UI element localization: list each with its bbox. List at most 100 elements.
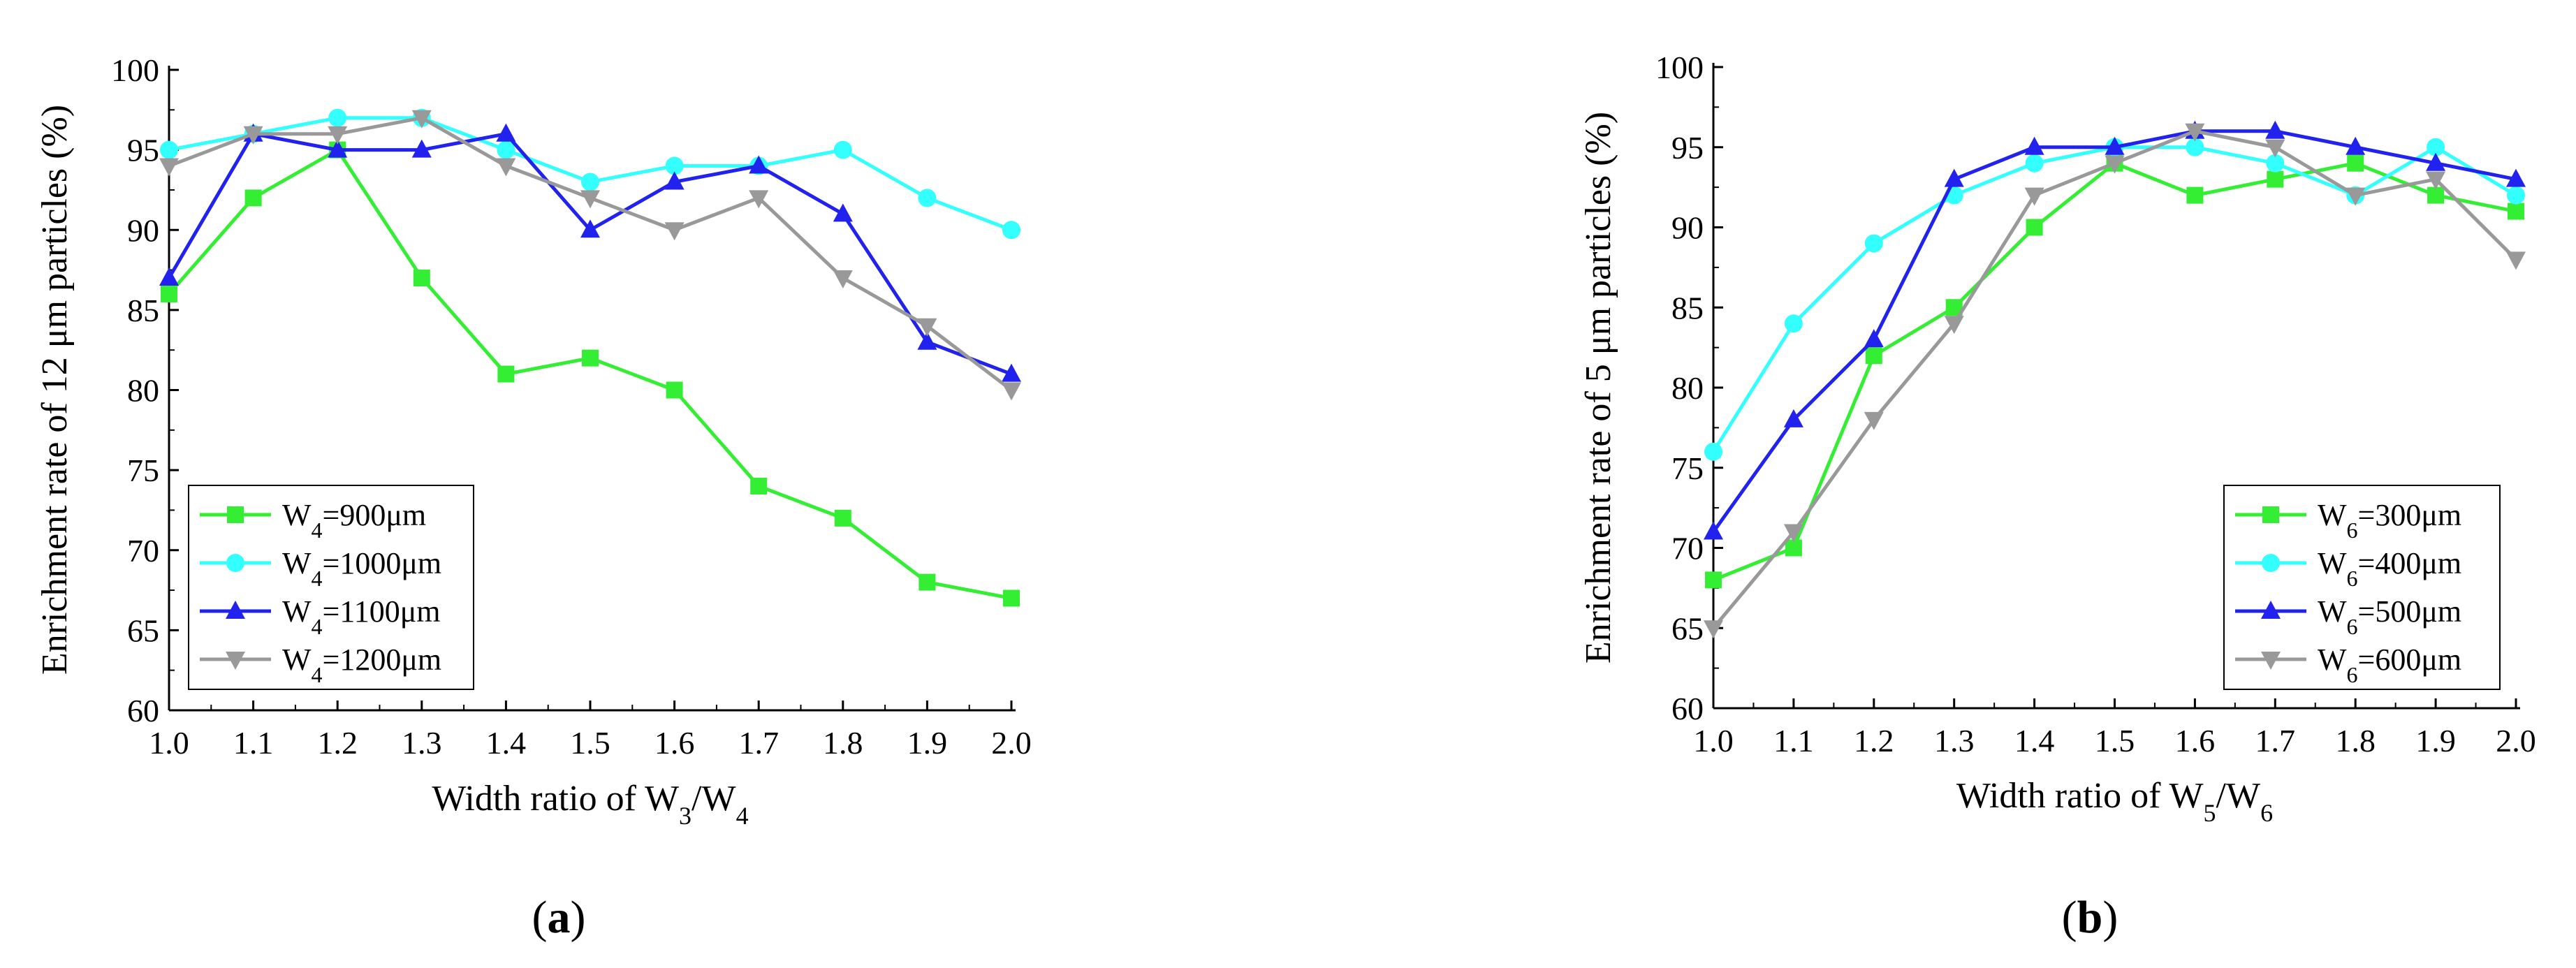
y-tick-label: 100 — [111, 52, 159, 88]
y-tick-label: 60 — [1671, 691, 1704, 726]
x-tick-label: 1.8 — [823, 725, 863, 761]
y-axis-title: Enrichment rate of 5 μm particles (%) — [1579, 112, 1618, 663]
data-point — [2105, 136, 2125, 155]
data-point — [159, 158, 179, 177]
data-point — [2024, 136, 2044, 155]
data-point — [749, 190, 769, 209]
data-point — [1865, 347, 1882, 365]
y-tick-label: 95 — [1671, 130, 1704, 166]
data-point — [2185, 123, 2205, 142]
data-point — [581, 173, 599, 191]
data-point — [834, 509, 851, 527]
data-point — [2266, 154, 2285, 173]
legend-label: W6=500μm — [2318, 594, 2461, 639]
legend-marker — [2261, 601, 2281, 619]
y-tick-label: 85 — [127, 293, 159, 328]
legend-marker — [2261, 652, 2281, 670]
data-point — [496, 158, 516, 177]
legend-marker — [226, 601, 245, 619]
legend-marker — [2262, 506, 2279, 523]
data-point — [1783, 409, 1803, 427]
data-point — [2025, 154, 2044, 173]
panel-label: (b) — [2062, 892, 2118, 943]
data-point — [1704, 442, 1722, 461]
data-point — [580, 190, 600, 209]
data-point — [1944, 316, 1964, 335]
series-3 — [1704, 123, 2526, 639]
data-point — [2265, 139, 2285, 158]
y-axis-title: Enrichment rate of 12 μm particles (%) — [35, 105, 75, 675]
legend-label: W4=1000μm — [282, 546, 441, 591]
data-point — [413, 270, 430, 287]
data-point — [750, 478, 768, 495]
data-point — [917, 331, 937, 350]
data-point — [2427, 138, 2445, 156]
y-tick-label: 70 — [1671, 531, 1704, 566]
data-point — [919, 573, 936, 591]
data-point — [411, 110, 432, 129]
legend-marker — [227, 506, 244, 523]
data-point — [1784, 314, 1803, 333]
data-point — [2507, 186, 2525, 205]
data-point — [1003, 589, 1020, 607]
y-tick-label: 100 — [1655, 50, 1704, 85]
data-point — [244, 189, 262, 207]
data-point — [328, 126, 348, 145]
data-point — [161, 285, 177, 302]
data-point — [328, 139, 348, 158]
y-tick-label: 70 — [127, 533, 159, 569]
x-tick-label: 1.0 — [1693, 723, 1734, 758]
chart-panel-a: 1.0 1.1 1.2 1.3 1.4 1.5 1.6 1.7 1.8 1.9 2.0 60 65 70 7… — [35, 52, 1032, 943]
data-point — [2346, 187, 2366, 206]
data-point — [2346, 136, 2366, 155]
data-point — [2024, 187, 2044, 206]
x-tick-label: 1.8 — [2335, 723, 2376, 758]
data-point — [582, 349, 599, 367]
x-tick-label: 1.4 — [486, 725, 527, 761]
data-point — [833, 203, 853, 222]
x-tick-label: 1.5 — [570, 725, 610, 761]
data-point — [1783, 524, 1803, 543]
data-point — [2506, 251, 2526, 270]
data-point — [918, 189, 937, 207]
data-point — [1704, 521, 1723, 540]
data-point — [1002, 363, 1021, 382]
x-tick-label: 1.3 — [1934, 723, 1975, 758]
data-point — [497, 140, 515, 159]
data-point — [664, 171, 685, 190]
data-point — [833, 140, 852, 159]
chart-panel-b: 1.0 1.1 1.2 1.3 1.4 1.5 1.6 1.7 1.8 1.9 2.0 60 65 70 7… — [1579, 50, 2536, 943]
x-tick-label: 1.7 — [2255, 723, 2296, 758]
legend-label: W4=1100μm — [282, 594, 441, 639]
y-tick-label: 85 — [1671, 290, 1704, 325]
data-point — [2506, 168, 2526, 187]
legend-label: W4=1200μm — [282, 643, 441, 687]
x-tick-label: 1.1 — [1773, 723, 1814, 758]
data-point — [2265, 120, 2285, 139]
legend-marker — [226, 554, 244, 572]
data-point — [1944, 168, 1964, 187]
data-point — [496, 123, 516, 142]
series-2 — [159, 123, 1021, 382]
y-tick-label: 65 — [1671, 610, 1704, 646]
data-point — [497, 365, 515, 383]
x-tick-label: 1.1 — [233, 725, 274, 761]
y-tick-label: 90 — [1671, 210, 1704, 246]
series-line — [167, 132, 1012, 376]
x-tick-label: 1.5 — [2095, 723, 2135, 758]
x-tick-label: 1.2 — [317, 725, 358, 761]
x-axis-title: Width ratio of W3/W4 — [432, 779, 748, 830]
data-point — [1704, 620, 1723, 639]
series-0 — [161, 141, 1020, 607]
data-point — [833, 270, 853, 289]
data-point — [917, 318, 937, 337]
y-tick-label: 90 — [127, 212, 159, 248]
data-point — [749, 155, 769, 174]
x-tick-label: 1.6 — [2175, 723, 2216, 758]
data-point — [328, 108, 347, 127]
x-tick-label: 2.0 — [991, 725, 1032, 761]
data-point — [1705, 571, 1722, 589]
